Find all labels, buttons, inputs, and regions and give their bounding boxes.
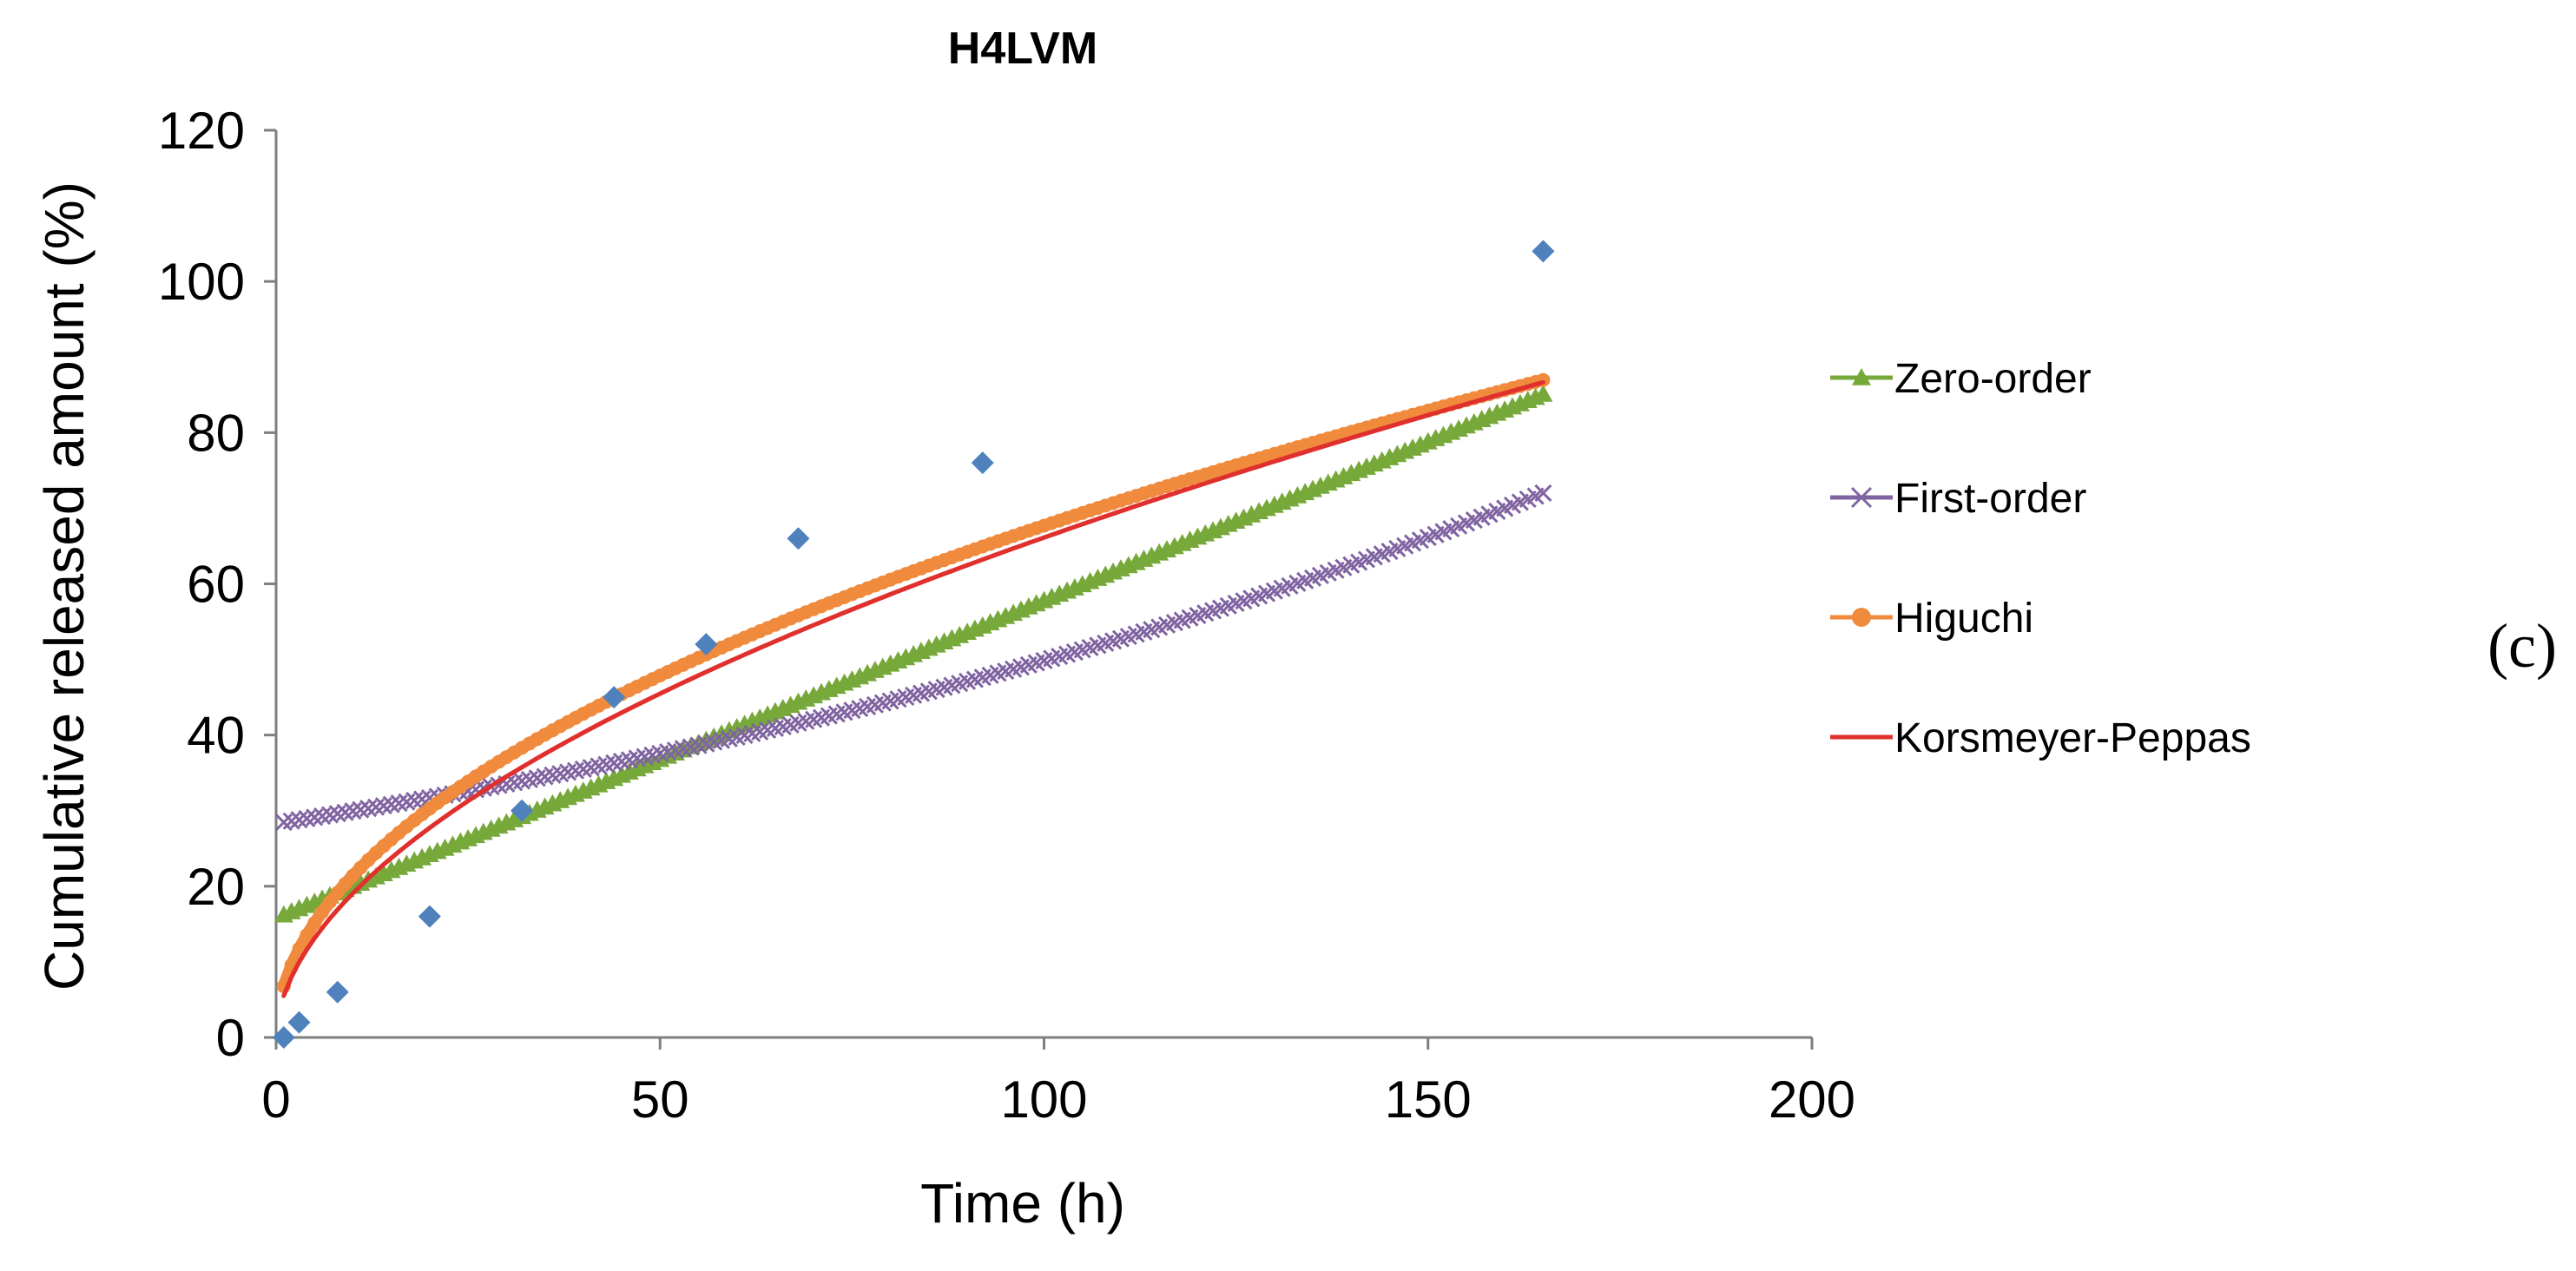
higuchi-marker: [322, 895, 337, 910]
first-order-series: [274, 484, 1552, 832]
y-tick-label: 0: [216, 1009, 245, 1067]
observed-points: [272, 240, 1555, 1049]
legend-item-higuchi: Higuchi: [1830, 596, 2033, 642]
y-tick-label: 60: [187, 556, 245, 614]
y-tick-label: 80: [187, 404, 245, 462]
legend-label: Zero-order: [1894, 356, 2092, 402]
higuchi-marker: [315, 905, 330, 919]
higuchi-marker: [307, 916, 322, 931]
observed-point: [695, 633, 718, 656]
legend-item-first-order: First-order: [1830, 476, 2086, 522]
x-axis-title: Time (h): [920, 1172, 1125, 1235]
legend-label: Higuchi: [1894, 596, 2033, 642]
first-order-marker: [1534, 484, 1552, 503]
y-tick-label: 40: [187, 707, 245, 765]
observed-point: [511, 799, 534, 822]
legend-item-zero-order: Zero-order: [1830, 356, 2092, 402]
legend-marker: [1852, 608, 1871, 627]
observed-point: [787, 527, 810, 550]
y-tick-label: 120: [158, 102, 245, 160]
zero-order-marker: [1533, 384, 1553, 402]
legend-label: Korsmeyer-Peppas: [1894, 715, 2251, 761]
panel-label: (c): [2487, 611, 2557, 681]
x-tick-label: 150: [1385, 1070, 1472, 1129]
korsmeyer-peppas-overlay-line: [281, 379, 1545, 998]
zero-order-series: [273, 384, 1553, 923]
observed-point: [418, 905, 441, 928]
y-tick-label: 100: [158, 253, 245, 311]
legend-marker: [1850, 486, 1873, 509]
observed-point: [272, 1026, 295, 1049]
observed-point: [326, 980, 349, 1004]
legend-marker: [1852, 368, 1871, 385]
observed-point: [1532, 240, 1555, 263]
legend-label: First-order: [1894, 476, 2086, 522]
chart-title: H4LVM: [948, 23, 1097, 74]
legend: Zero-order First-order Higuchi Korsmeyer-Pe…: [1830, 356, 2251, 761]
series-layer: [273, 372, 1553, 998]
x-tick-label: 50: [631, 1070, 689, 1129]
observed-point: [287, 1011, 311, 1034]
observed-point: [603, 686, 626, 709]
x-tick-label: 200: [1769, 1070, 1855, 1129]
higuchi-series: [276, 372, 1551, 994]
axes: 0 50 100 150 200 0 20 40 60 80 100 120: [158, 102, 1855, 1129]
higuchi-marker: [300, 928, 314, 943]
legend-item-korsmeyer-peppas: Korsmeyer-Peppas: [1830, 715, 2251, 761]
observed-point: [971, 451, 994, 475]
y-tick-label: 20: [187, 858, 245, 916]
y-axis-title: Cumulative released amount (%): [33, 181, 96, 991]
x-tick-label: 100: [1000, 1070, 1087, 1129]
x-tick-label: 0: [261, 1070, 290, 1129]
